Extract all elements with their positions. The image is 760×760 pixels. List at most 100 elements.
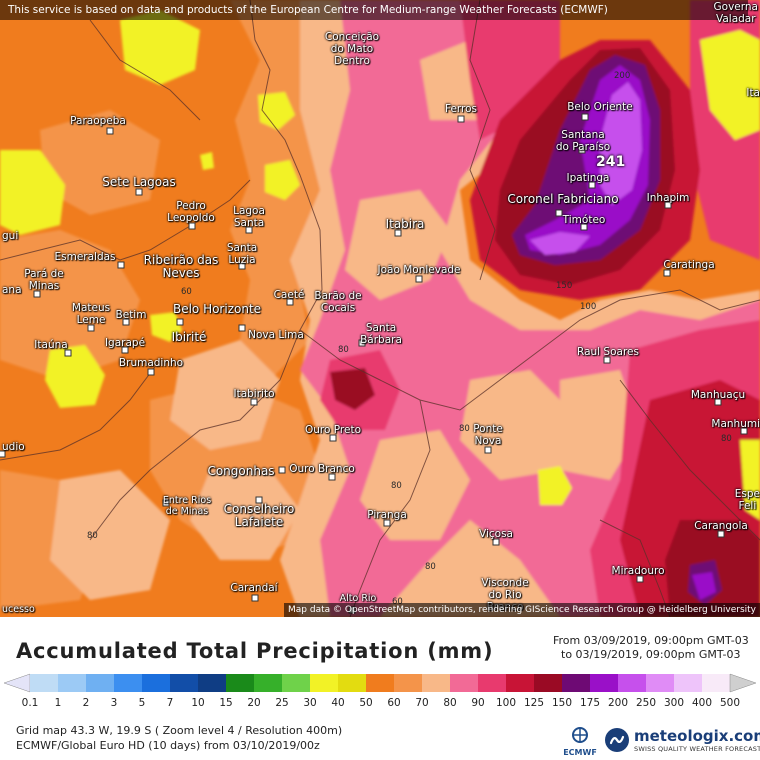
city-label[interactable]: Santana do Paraíso: [555, 129, 611, 153]
city-marker: [251, 594, 259, 602]
city-marker: [121, 346, 129, 354]
city-label[interactable]: Timóteo: [562, 214, 606, 226]
city-label[interactable]: Esmeraldas: [54, 251, 116, 263]
city-marker: [176, 318, 184, 326]
scale-tick-label: 3: [110, 697, 118, 709]
city-label[interactable]: gui: [2, 230, 19, 242]
scale-tick-label: 70: [415, 697, 429, 709]
city-label[interactable]: Nova Lima: [248, 329, 304, 341]
scale-tick-label: 125: [523, 697, 545, 709]
city-label[interactable]: Coronel Fabriciano: [507, 192, 619, 206]
city-label[interactable]: João Monlevade: [377, 264, 461, 276]
city-marker: [383, 519, 391, 527]
city-marker: [188, 222, 196, 230]
city-marker: [147, 368, 155, 376]
city-label[interactable]: Raul Soares: [577, 346, 639, 358]
city-label[interactable]: Belo Horizonte: [172, 302, 262, 316]
scale-swatch: [226, 674, 255, 692]
city-label[interactable]: Governa Valadar: [713, 1, 758, 25]
city-label[interactable]: Itabirito: [233, 388, 275, 400]
city-label[interactable]: Ipatinga: [566, 172, 610, 184]
city-label[interactable]: Carandaí: [230, 582, 278, 594]
contour-value-label: 80: [391, 481, 402, 491]
scale-swatch: [534, 674, 563, 692]
scale-tick-label: 15: [219, 697, 233, 709]
city-label[interactable]: Caeté: [273, 289, 305, 301]
grid-info: Grid map 43.3 W, 19.9 S ( Zoom level 4 /…: [16, 724, 343, 737]
city-label[interactable]: Barão de Cocais: [314, 290, 362, 314]
map-attribution[interactable]: Map data © OpenStreetMap contributors, r…: [284, 603, 760, 617]
city-label[interactable]: Ferros: [444, 103, 478, 115]
city-label[interactable]: Itabira: [385, 217, 425, 231]
scale-swatch: [254, 674, 283, 692]
scale-tick-label: 10: [191, 697, 205, 709]
city-marker: [580, 223, 588, 231]
scale-tick-label: 20: [247, 697, 261, 709]
city-marker: [87, 324, 95, 332]
scale-tick-label: 1: [54, 697, 62, 709]
city-marker: [415, 275, 423, 283]
city-label[interactable]: Congonhas: [207, 464, 275, 478]
city-marker: [64, 349, 72, 357]
city-label[interactable]: Sete Lagoas: [102, 175, 176, 189]
city-label[interactable]: Santa Luzia: [226, 242, 258, 266]
scale-swatch: [422, 674, 451, 692]
city-label[interactable]: Caratinga: [663, 259, 715, 271]
city-label[interactable]: Espe Feli: [734, 488, 760, 512]
city-label[interactable]: Lagoa Santa: [233, 205, 265, 229]
city-label[interactable]: Ita: [746, 87, 760, 99]
city-label[interactable]: Santa Bárbara: [360, 322, 402, 346]
city-marker: [238, 324, 246, 332]
city-marker: [581, 113, 589, 121]
city-label[interactable]: udio: [2, 441, 25, 453]
contour-value-label: 80: [721, 434, 732, 444]
city-label[interactable]: Ponte Nova: [473, 423, 503, 447]
city-label[interactable]: ana: [2, 284, 22, 296]
precipitation-map[interactable]: This service is based on data and produc…: [0, 0, 760, 617]
scale-left-arrow: [4, 673, 31, 693]
city-label[interactable]: Mateus Leme: [71, 302, 111, 326]
city-label[interactable]: Carangola: [694, 520, 748, 532]
city-marker: [33, 290, 41, 298]
city-label[interactable]: Entre Rios de Minas: [162, 495, 212, 517]
model-info: ECMWF/Global Euro HD (10 days) from 03/1…: [16, 739, 320, 752]
city-label[interactable]: Paraopeba: [70, 115, 126, 127]
city-label[interactable]: Ouro Branco: [289, 463, 355, 475]
city-label[interactable]: Brumadinho: [118, 357, 184, 369]
scale-tick-label: 100: [495, 697, 517, 709]
scale-right-arrow: [729, 673, 756, 693]
scale-tick-label: 500: [719, 697, 741, 709]
city-label[interactable]: Conselheiro Lafaiete: [223, 502, 295, 529]
city-label[interactable]: Miradouro: [611, 565, 665, 577]
scale-tick-label: 175: [579, 697, 601, 709]
city-label[interactable]: Belo Oriente: [567, 101, 633, 113]
city-label[interactable]: Manhumi: [711, 418, 760, 430]
scale-tick-label: 150: [551, 697, 573, 709]
city-label[interactable]: Manhuaçu: [690, 389, 746, 401]
ecmwf-logo[interactable]: ECMWF: [560, 727, 600, 757]
city-label[interactable]: Ribeirão das Neves: [143, 253, 219, 280]
scale-swatch: [198, 674, 227, 692]
scale-tick-label: 5: [138, 697, 146, 709]
precipitation-field: [0, 0, 760, 617]
city-label[interactable]: Igarapé: [104, 337, 146, 349]
scale-tick-label: 90: [471, 697, 485, 709]
city-label[interactable]: Alto Rio: [339, 593, 377, 604]
city-label[interactable]: Inhapim: [646, 192, 690, 204]
city-marker: [255, 496, 263, 504]
city-label[interactable]: Pedro Leopoldo: [167, 200, 215, 224]
city-label[interactable]: ucesso: [2, 604, 35, 615]
city-label[interactable]: Viçosa: [479, 528, 513, 540]
city-marker: [162, 499, 170, 507]
scale-swatch: [562, 674, 591, 692]
city-label[interactable]: Piranga: [367, 509, 407, 521]
city-label[interactable]: Conceição do Mato Dentro: [324, 31, 380, 67]
scale-swatch: [450, 674, 479, 692]
city-label[interactable]: Ibirité: [171, 330, 207, 344]
city-marker: [636, 575, 644, 583]
city-label[interactable]: Itaúna: [34, 339, 68, 351]
city-label[interactable]: Pará de Minas: [24, 268, 64, 292]
scale-swatch: [282, 674, 311, 692]
city-label[interactable]: Betim: [115, 309, 147, 321]
city-label[interactable]: Ouro Preto: [304, 424, 362, 436]
